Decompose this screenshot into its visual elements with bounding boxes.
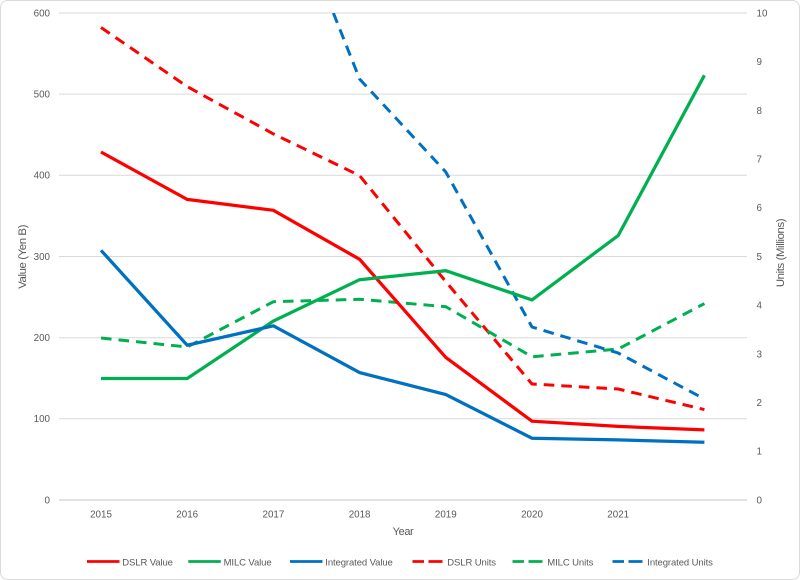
svg-text:Year: Year	[393, 526, 414, 538]
svg-text:600: 600	[34, 8, 51, 19]
svg-text:8: 8	[757, 106, 763, 117]
svg-text:6: 6	[757, 203, 763, 214]
svg-text:3: 3	[757, 349, 763, 360]
svg-text:2016: 2016	[176, 510, 198, 521]
svg-text:1: 1	[757, 447, 762, 458]
svg-text:9: 9	[757, 57, 762, 68]
svg-text:Value (Yen B): Value (Yen B)	[17, 224, 29, 288]
svg-text:2018: 2018	[349, 510, 371, 521]
svg-text:MILC Value: MILC Value	[224, 558, 272, 569]
svg-text:2020: 2020	[521, 510, 543, 521]
svg-text:7: 7	[757, 155, 762, 166]
svg-text:Integrated Value: Integrated Value	[325, 558, 392, 569]
svg-text:200: 200	[34, 333, 51, 344]
svg-text:2015: 2015	[90, 510, 112, 521]
svg-text:Units (Millions): Units (Millions)	[775, 218, 787, 287]
svg-text:MILC Units: MILC Units	[547, 558, 593, 569]
svg-text:400: 400	[34, 171, 51, 182]
svg-text:4: 4	[757, 301, 763, 312]
svg-text:300: 300	[34, 252, 51, 263]
svg-text:DSLR Value: DSLR Value	[122, 558, 173, 569]
svg-text:2: 2	[757, 398, 762, 409]
svg-text:DSLR Units: DSLR Units	[447, 558, 496, 569]
svg-text:0: 0	[757, 495, 763, 506]
svg-text:10: 10	[757, 8, 768, 19]
svg-text:0: 0	[45, 495, 51, 506]
svg-text:2017: 2017	[263, 510, 285, 521]
svg-text:500: 500	[34, 90, 51, 101]
svg-text:2019: 2019	[435, 510, 457, 521]
svg-text:2021: 2021	[607, 510, 629, 521]
svg-text:Integrated Units: Integrated Units	[647, 558, 713, 569]
svg-text:5: 5	[757, 252, 763, 263]
svg-text:100: 100	[34, 414, 51, 425]
